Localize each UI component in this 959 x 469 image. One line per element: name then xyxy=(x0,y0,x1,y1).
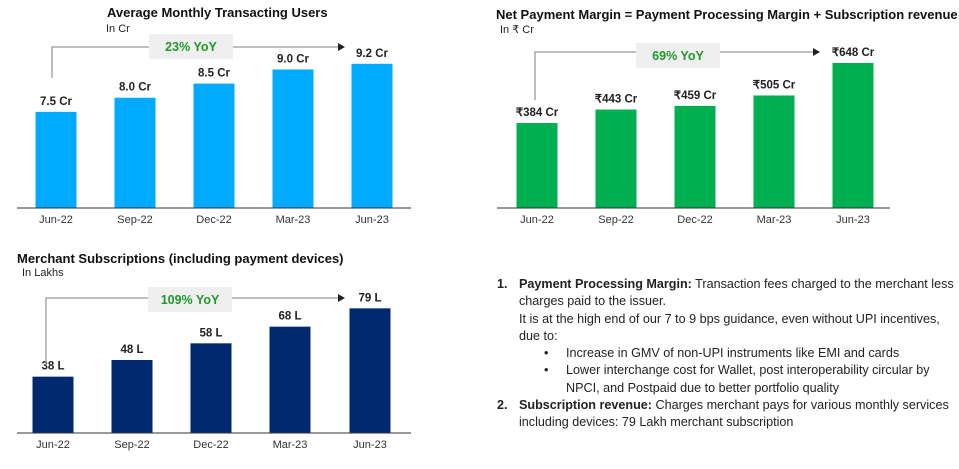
bar-sep-22 xyxy=(114,97,156,208)
chart3-unit: In Lakhs xyxy=(22,267,64,279)
note-item-2: 2. Subscription revenue: Charges merchan… xyxy=(497,397,957,432)
bar-dec-22 xyxy=(193,83,235,208)
bar-sep-22 xyxy=(111,360,153,433)
x-tick-label: Sep-22 xyxy=(117,214,152,226)
note-heading: Payment Processing Margin: xyxy=(519,277,692,291)
bar-mar-23 xyxy=(269,326,311,433)
x-tick-label: Mar-23 xyxy=(276,214,311,226)
bar-mar-23 xyxy=(753,95,795,208)
note-text: Transaction fees charged to the merchant… xyxy=(519,277,954,309)
data-label: ₹648 Cr xyxy=(832,47,875,59)
data-label: ₹459 Cr xyxy=(674,90,717,102)
growth-arrow-line xyxy=(534,51,814,100)
chart2-title: Net Payment Margin = Payment Processing … xyxy=(496,7,958,22)
note-bullet-1: • Increase in GMV of non-UPI instruments … xyxy=(497,345,957,362)
yoy-badge xyxy=(148,287,232,312)
chart2-unit: In ₹ Cr xyxy=(500,24,534,36)
x-tick-label: Sep-22 xyxy=(114,439,149,451)
arrow-head-icon xyxy=(813,48,820,56)
data-label: 8.0 Cr xyxy=(119,82,151,94)
arrow-head-icon xyxy=(338,294,345,302)
arrow-head-icon xyxy=(338,43,345,51)
x-tick-label: Mar-23 xyxy=(757,214,792,226)
chart1-unit: In Cr xyxy=(106,23,130,35)
data-label: ₹443 Cr xyxy=(595,94,638,106)
x-tick-label: Jun-23 xyxy=(836,214,870,226)
bar-jun-23 xyxy=(349,308,391,433)
bar-jun-22 xyxy=(35,111,77,208)
bar-jun-22 xyxy=(516,122,558,208)
note-number: 2. xyxy=(497,398,508,413)
bullet-icon: • xyxy=(544,346,549,361)
bullet-text: Lower interchange cost for Wallet, post … xyxy=(566,363,930,395)
note-text: It is at the high end of our 7 to 9 bps … xyxy=(519,311,940,343)
yoy-badge xyxy=(149,34,233,59)
growth-arrow-line xyxy=(45,297,339,365)
bar-jun-23 xyxy=(351,63,393,208)
x-tick-label: Dec-22 xyxy=(196,214,231,226)
bar-dec-22 xyxy=(674,105,716,208)
yoy-growth-label: 23% YoY xyxy=(165,40,217,54)
x-tick-label: Jun-23 xyxy=(353,439,387,451)
bar-dec-22 xyxy=(190,343,232,433)
bullet-text: Increase in GMV of non-UPI instruments l… xyxy=(566,346,900,361)
data-label: 58 L xyxy=(199,327,222,339)
data-label: 48 L xyxy=(120,344,143,356)
x-tick-label: Mar-23 xyxy=(273,439,308,451)
chart1-title: Average Monthly Transacting Users xyxy=(107,5,328,20)
x-tick-label: Dec-22 xyxy=(193,439,228,451)
yoy-badge xyxy=(636,43,720,68)
x-tick-label: Jun-22 xyxy=(39,214,73,226)
bullet-icon: • xyxy=(544,363,549,378)
yoy-growth-label: 109% YoY xyxy=(161,293,220,307)
x-tick-label: Dec-22 xyxy=(677,214,712,226)
data-label: 9.0 Cr xyxy=(277,53,309,65)
data-label: 8.5 Cr xyxy=(198,68,230,80)
bar-mar-23 xyxy=(272,69,314,208)
notes-list: 1. Payment Processing Margin: Transactio… xyxy=(497,276,957,432)
bar-jun-22 xyxy=(32,376,74,433)
bar-sep-22 xyxy=(595,109,637,208)
data-label: 79 L xyxy=(358,292,381,304)
note-bullet-2: • Lower interchange cost for Wallet, post… xyxy=(497,362,957,397)
data-label: 7.5 Cr xyxy=(40,96,72,108)
data-label: 9.2 Cr xyxy=(356,48,388,60)
x-tick-label: Jun-23 xyxy=(355,214,389,226)
data-label: 38 L xyxy=(41,361,64,373)
note-heading: Subscription revenue: xyxy=(519,398,652,413)
data-label: ₹384 Cr xyxy=(516,107,559,119)
note-text: Charges merchant pays for various monthl… xyxy=(519,398,949,430)
x-tick-label: Jun-22 xyxy=(520,214,554,226)
chart3-title: Merchant Subscriptions (including paymen… xyxy=(17,251,344,266)
note-number: 1. xyxy=(497,277,508,291)
data-label: ₹505 Cr xyxy=(753,79,796,91)
x-tick-label: Sep-22 xyxy=(598,214,633,226)
data-label: 68 L xyxy=(278,311,301,323)
yoy-growth-label: 69% YoY xyxy=(652,49,704,63)
bar-jun-23 xyxy=(832,62,874,208)
note-item-1: 1. Payment Processing Margin: Transactio… xyxy=(497,276,957,345)
growth-arrow-line xyxy=(51,46,339,78)
x-tick-label: Jun-22 xyxy=(36,439,70,451)
